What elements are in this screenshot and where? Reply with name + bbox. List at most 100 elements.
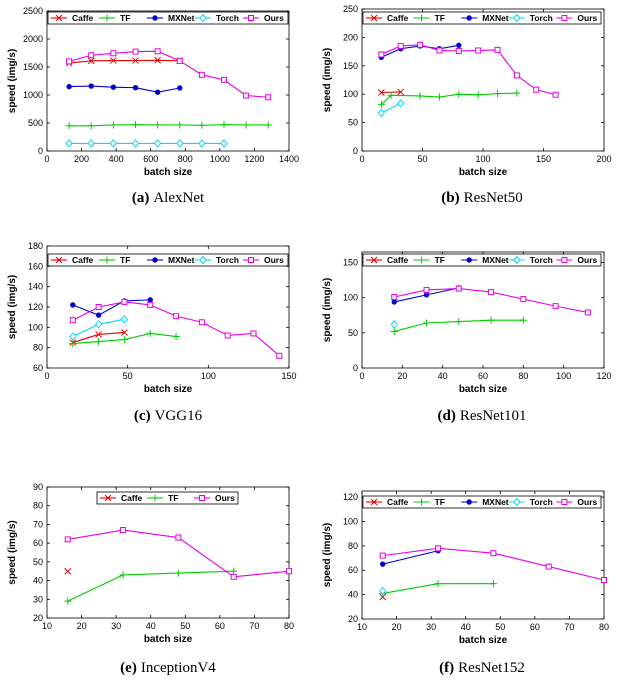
series-torch xyxy=(377,99,405,118)
data-point-mxnet xyxy=(423,292,430,298)
legend-label-tf: TF xyxy=(435,13,445,23)
legend-swatch-marker xyxy=(466,257,472,263)
data-point-ours xyxy=(121,298,128,305)
y-tick-label: 100 xyxy=(343,293,358,303)
data-point-ours xyxy=(132,48,139,55)
x-axis-title: batch size xyxy=(144,384,193,395)
data-point-tf xyxy=(198,121,206,129)
data-point-tf xyxy=(423,319,431,327)
data-point-ours xyxy=(243,92,250,99)
data-point-ours xyxy=(250,330,257,337)
legend-swatch-marker xyxy=(418,256,426,264)
data-point-tf xyxy=(416,92,424,100)
caption-letter: (f) xyxy=(439,660,454,676)
caption-letter: (d) xyxy=(437,408,455,424)
y-tick-label: 80 xyxy=(33,501,43,511)
legend-swatch-marker xyxy=(248,257,254,263)
data-point-ours xyxy=(436,47,443,54)
series-line-torch xyxy=(381,102,401,114)
x-tick-label: 30 xyxy=(111,621,121,631)
data-point-tf xyxy=(146,329,154,337)
y-tick-label: 160 xyxy=(28,261,43,271)
legend-swatch-marker xyxy=(103,256,111,264)
data-point-torch xyxy=(377,108,386,118)
data-point-caffe xyxy=(121,329,128,336)
data-point-ours xyxy=(455,48,462,55)
caption-name: ResNet50 xyxy=(464,190,523,206)
data-point-ours xyxy=(494,46,501,53)
legend-swatch-marker xyxy=(199,13,207,23)
caption-letter: (c) xyxy=(134,408,151,424)
data-point-ours xyxy=(545,563,552,570)
legend-swatch-marker xyxy=(513,255,521,265)
data-point-ours xyxy=(173,313,180,320)
legend-label-mxnet: MXNet xyxy=(482,497,509,507)
y-tick-label: 0 xyxy=(353,363,358,373)
data-point-tf xyxy=(434,580,442,588)
data-point-caffe xyxy=(87,57,95,65)
caption-name: AlexNet xyxy=(153,190,205,206)
x-tick-label: 200 xyxy=(596,154,611,164)
series-tf xyxy=(377,89,521,108)
panel-caption: (d) ResNet101 xyxy=(437,408,526,424)
series-line-tf xyxy=(67,570,234,602)
x-axis-title: batch size xyxy=(459,384,508,395)
legend-box xyxy=(362,11,602,25)
x-tick-label: 10 xyxy=(42,621,52,631)
y-tick-label: 250 xyxy=(343,4,358,14)
data-point-caffe xyxy=(64,567,72,575)
legend-swatch-marker xyxy=(418,498,426,506)
x-tick-label: 150 xyxy=(281,371,296,381)
series-tf xyxy=(64,567,238,605)
data-point-ours xyxy=(423,286,430,293)
data-point-ours xyxy=(176,57,183,64)
data-point-ours xyxy=(221,76,228,83)
data-point-mxnet xyxy=(391,299,397,305)
data-point-tf xyxy=(69,340,77,348)
data-point-torch xyxy=(153,139,162,148)
series-line-mxnet xyxy=(72,299,151,316)
legend-label-tf: TF xyxy=(435,255,445,265)
legend-box xyxy=(47,11,289,25)
data-point-tf xyxy=(487,316,495,324)
series-torch xyxy=(65,139,228,148)
legend-swatch-marker xyxy=(418,14,426,22)
y-tick-label: 120 xyxy=(28,302,43,312)
data-point-ours xyxy=(175,534,182,541)
x-tick-label: 0 xyxy=(359,154,364,164)
data-point-ours xyxy=(95,304,102,310)
x-tick-label: 80 xyxy=(284,621,294,631)
legend-label-caffe: Caffe xyxy=(72,13,94,23)
data-point-torch xyxy=(69,332,77,341)
y-tick-label: 40 xyxy=(33,576,43,586)
series-tf xyxy=(390,316,527,335)
x-tick-label: 120 xyxy=(596,371,611,381)
data-point-tf xyxy=(87,122,95,130)
data-point-mxnet xyxy=(66,83,72,90)
data-point-mxnet xyxy=(177,85,183,91)
y-tick-label: 50 xyxy=(348,328,358,338)
data-point-ours xyxy=(435,545,442,552)
legend-swatch-marker xyxy=(55,256,63,264)
series-line-ours xyxy=(72,301,280,357)
data-point-caffe xyxy=(110,57,117,64)
legend-swatch-marker xyxy=(370,498,378,506)
series-caffe xyxy=(379,593,387,601)
data-point-tf xyxy=(435,93,443,101)
x-tick-label: 1000 xyxy=(210,154,230,164)
legend-swatch-marker xyxy=(513,13,521,23)
y-tick-label: 2500 xyxy=(23,6,43,16)
y-tick-label: 500 xyxy=(28,118,43,128)
legend-swatch-marker xyxy=(199,255,207,265)
plot-frame xyxy=(46,10,290,152)
legend-label-caffe: Caffe xyxy=(387,497,409,507)
data-point-tf xyxy=(132,121,140,129)
x-axis-title: batch size xyxy=(459,635,508,646)
y-tick-label: 180 xyxy=(28,241,43,251)
legend-swatch-marker xyxy=(466,15,472,21)
data-point-ours xyxy=(265,94,272,101)
data-point-tf xyxy=(494,90,502,98)
series-line-ours xyxy=(68,50,269,98)
y-tick-label: 20 xyxy=(348,614,358,624)
y-tick-label: 120 xyxy=(343,492,358,502)
